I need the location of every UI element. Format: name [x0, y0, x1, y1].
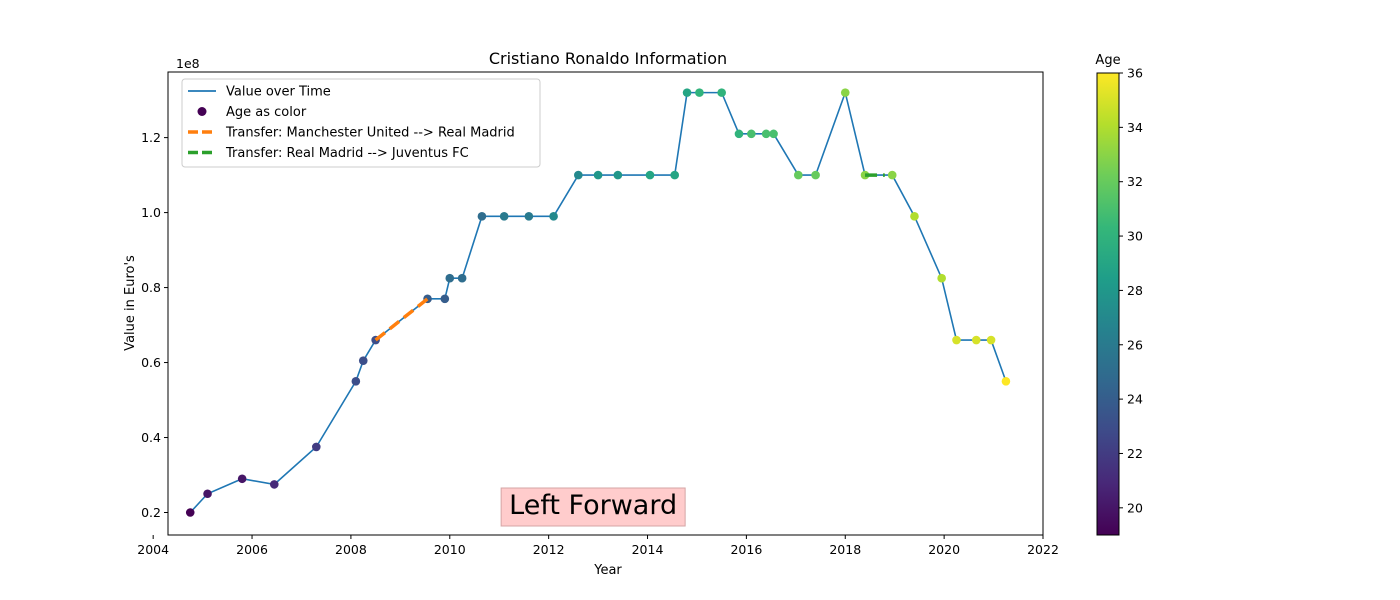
colorbar-label: Age: [1095, 53, 1120, 68]
colorbar-gradient: [1096, 72, 1120, 536]
y-tick-label: 0.8: [141, 280, 161, 295]
y-tick-label: 0.6: [141, 355, 161, 370]
age-point: [811, 170, 820, 180]
age-point: [695, 88, 704, 97]
y-tick-label: 1.0: [141, 205, 161, 220]
age-point: [682, 88, 692, 97]
colorbar-tick-label: 30: [1127, 229, 1143, 244]
age-point: [574, 170, 583, 180]
x-tick-label: 2004: [137, 542, 169, 557]
age-point: [747, 129, 756, 139]
age-point: [952, 335, 961, 345]
position-annotation: Left Forward: [500, 487, 686, 527]
age-point: [269, 480, 279, 489]
x-tick-label: 2006: [236, 542, 268, 557]
colorbar-tick-label: 24: [1127, 392, 1143, 407]
chart-title: Cristiano Ronaldo Information: [489, 49, 727, 68]
plot-data: [185, 88, 1011, 517]
age-point: [185, 508, 195, 517]
legend-entry-value-over-time: Value over Time: [226, 85, 331, 100]
age-point: [645, 170, 655, 180]
age-point: [986, 335, 996, 345]
age-point: [937, 273, 946, 283]
transfer-man-utd-real-madrid-line: [374, 297, 429, 342]
age-point: [549, 212, 558, 221]
x-tick-label: 2020: [928, 542, 960, 557]
x-tick-label: 2016: [730, 542, 762, 557]
age-point: [734, 129, 744, 139]
age-point: [203, 489, 212, 499]
y-offset-label: 1e8: [176, 56, 200, 71]
colorbar-tick-label: 28: [1127, 283, 1143, 298]
age-point: [524, 212, 534, 221]
age-point: [593, 170, 603, 180]
age-point: [761, 129, 771, 139]
age-point: [1001, 376, 1011, 386]
y-axis-label: Value in Euro's: [123, 255, 138, 351]
y-tick-label: 0.2: [141, 505, 161, 520]
annotation-text: Left Forward: [509, 490, 677, 521]
y-tick-label: 1.2: [141, 130, 161, 145]
legend-entry-transfer-real-madrid-juventus: Transfer: Real Madrid --> Juventus FC: [225, 146, 469, 161]
age-point: [910, 212, 919, 221]
age-point: [351, 376, 361, 386]
x-axis: 2004 2006 2008 2010 2012 2014 2016 2018 2020 2022: [137, 535, 1059, 557]
age-point: [477, 212, 487, 221]
annotation-box: [500, 487, 686, 527]
age-point: [445, 273, 455, 283]
age-point: [440, 294, 450, 304]
age-point: [237, 474, 247, 484]
colorbar-tick-label: 26: [1127, 337, 1143, 352]
colorbar-tick-label: 20: [1127, 500, 1143, 515]
colorbar-tick-label: 22: [1127, 446, 1143, 461]
legend-dot-icon: [197, 107, 207, 116]
legend-entry-transfer-man-utd-real-madrid: Transfer: Manchester United --> Real Mad…: [225, 126, 515, 141]
x-tick-label: 2008: [335, 542, 367, 557]
colorbar-tick-label: 34: [1127, 120, 1143, 135]
age-point: [358, 356, 368, 365]
age-point: [499, 212, 509, 221]
x-tick-label: 2010: [434, 542, 466, 557]
x-tick-label: 2018: [829, 542, 861, 557]
age-point: [793, 170, 803, 180]
legend-box: [181, 78, 541, 168]
age-point: [613, 170, 623, 180]
x-axis-label: Year: [593, 563, 622, 578]
x-tick-label: 2022: [1027, 542, 1059, 557]
legend: Value over Time Age as color Transfer: Man…: [181, 78, 541, 168]
colorbar-tick-label: 32: [1127, 174, 1143, 189]
age-point: [887, 170, 897, 180]
age-point: [312, 442, 321, 452]
age-point: [670, 170, 680, 180]
colorbar-tick-label: 36: [1127, 66, 1143, 81]
x-tick-label: 2012: [533, 542, 565, 557]
age-point: [769, 129, 778, 139]
age-point: [717, 88, 726, 97]
legend-entry-age-as-color: Age as color: [226, 105, 307, 120]
colorbar: Age 20 22 24 26 28 30 32 34 36: [1095, 53, 1143, 536]
age-point: [840, 88, 850, 97]
x-tick-label: 2014: [632, 542, 664, 557]
y-axis: 0.2 0.4 0.6 0.8 1.0 1.2: [141, 130, 168, 520]
age-point: [971, 335, 981, 345]
age-point: [457, 273, 467, 283]
y-tick-label: 0.4: [141, 430, 161, 445]
